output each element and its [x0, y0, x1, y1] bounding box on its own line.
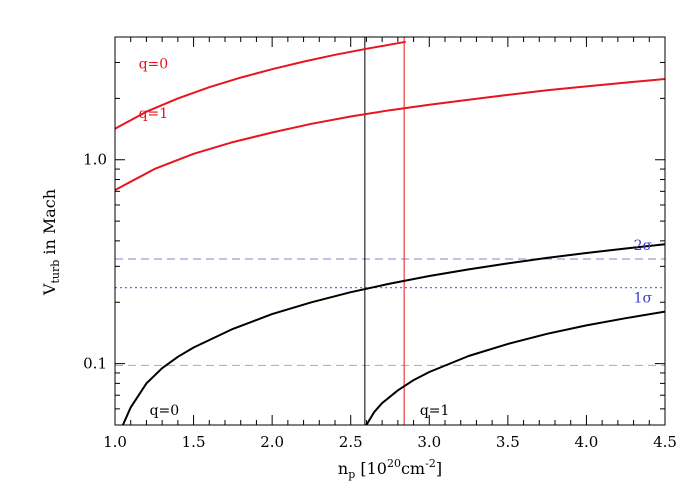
annotation-label-black-q1: q=1: [420, 403, 450, 419]
x-tick-label: 3.0: [417, 433, 441, 451]
x-tick-label: 2.0: [260, 433, 284, 451]
annotation-label-black-q0: q=0: [150, 403, 180, 419]
x-tick-label: 1.5: [182, 433, 206, 451]
x-axis-title: np [1020cm-2]: [338, 457, 442, 481]
annotation-label-one-sigma: 1σ: [634, 290, 653, 306]
axis-labels: 1.0 1.5 2.0 2.5 3.0 3.5 4.0 4.5 0.1 1.0: [83, 151, 677, 451]
y-axis-title: Vturb in Mach: [40, 189, 62, 296]
plot-data-layer: [115, 37, 665, 425]
annotation-label-red-q1: q=1: [139, 106, 169, 122]
series-line-black-q0: [121, 243, 665, 425]
annotations: q=0 q=1 q=0 q=1 2σ 1σ: [139, 57, 653, 419]
x-tick-label: 3.5: [496, 433, 520, 451]
annotation-label-two-sigma: 2σ: [634, 238, 653, 254]
series-line-red-q0: [115, 40, 406, 130]
x-tick-label: 4.0: [574, 433, 598, 451]
series-line-red-q1: [115, 78, 665, 191]
x-tick-label: 2.5: [339, 433, 363, 451]
plot-frame: [114, 36, 666, 426]
y-tick-label: 0.1: [83, 355, 107, 373]
axis-ticks: [114, 36, 666, 426]
series-line-black-q1: [365, 310, 665, 425]
annotation-label-red-q0: q=0: [139, 57, 169, 73]
x-tick-label: 1.0: [103, 433, 127, 451]
x-tick-label: 4.5: [653, 433, 677, 451]
y-tick-label: 1.0: [83, 151, 107, 169]
